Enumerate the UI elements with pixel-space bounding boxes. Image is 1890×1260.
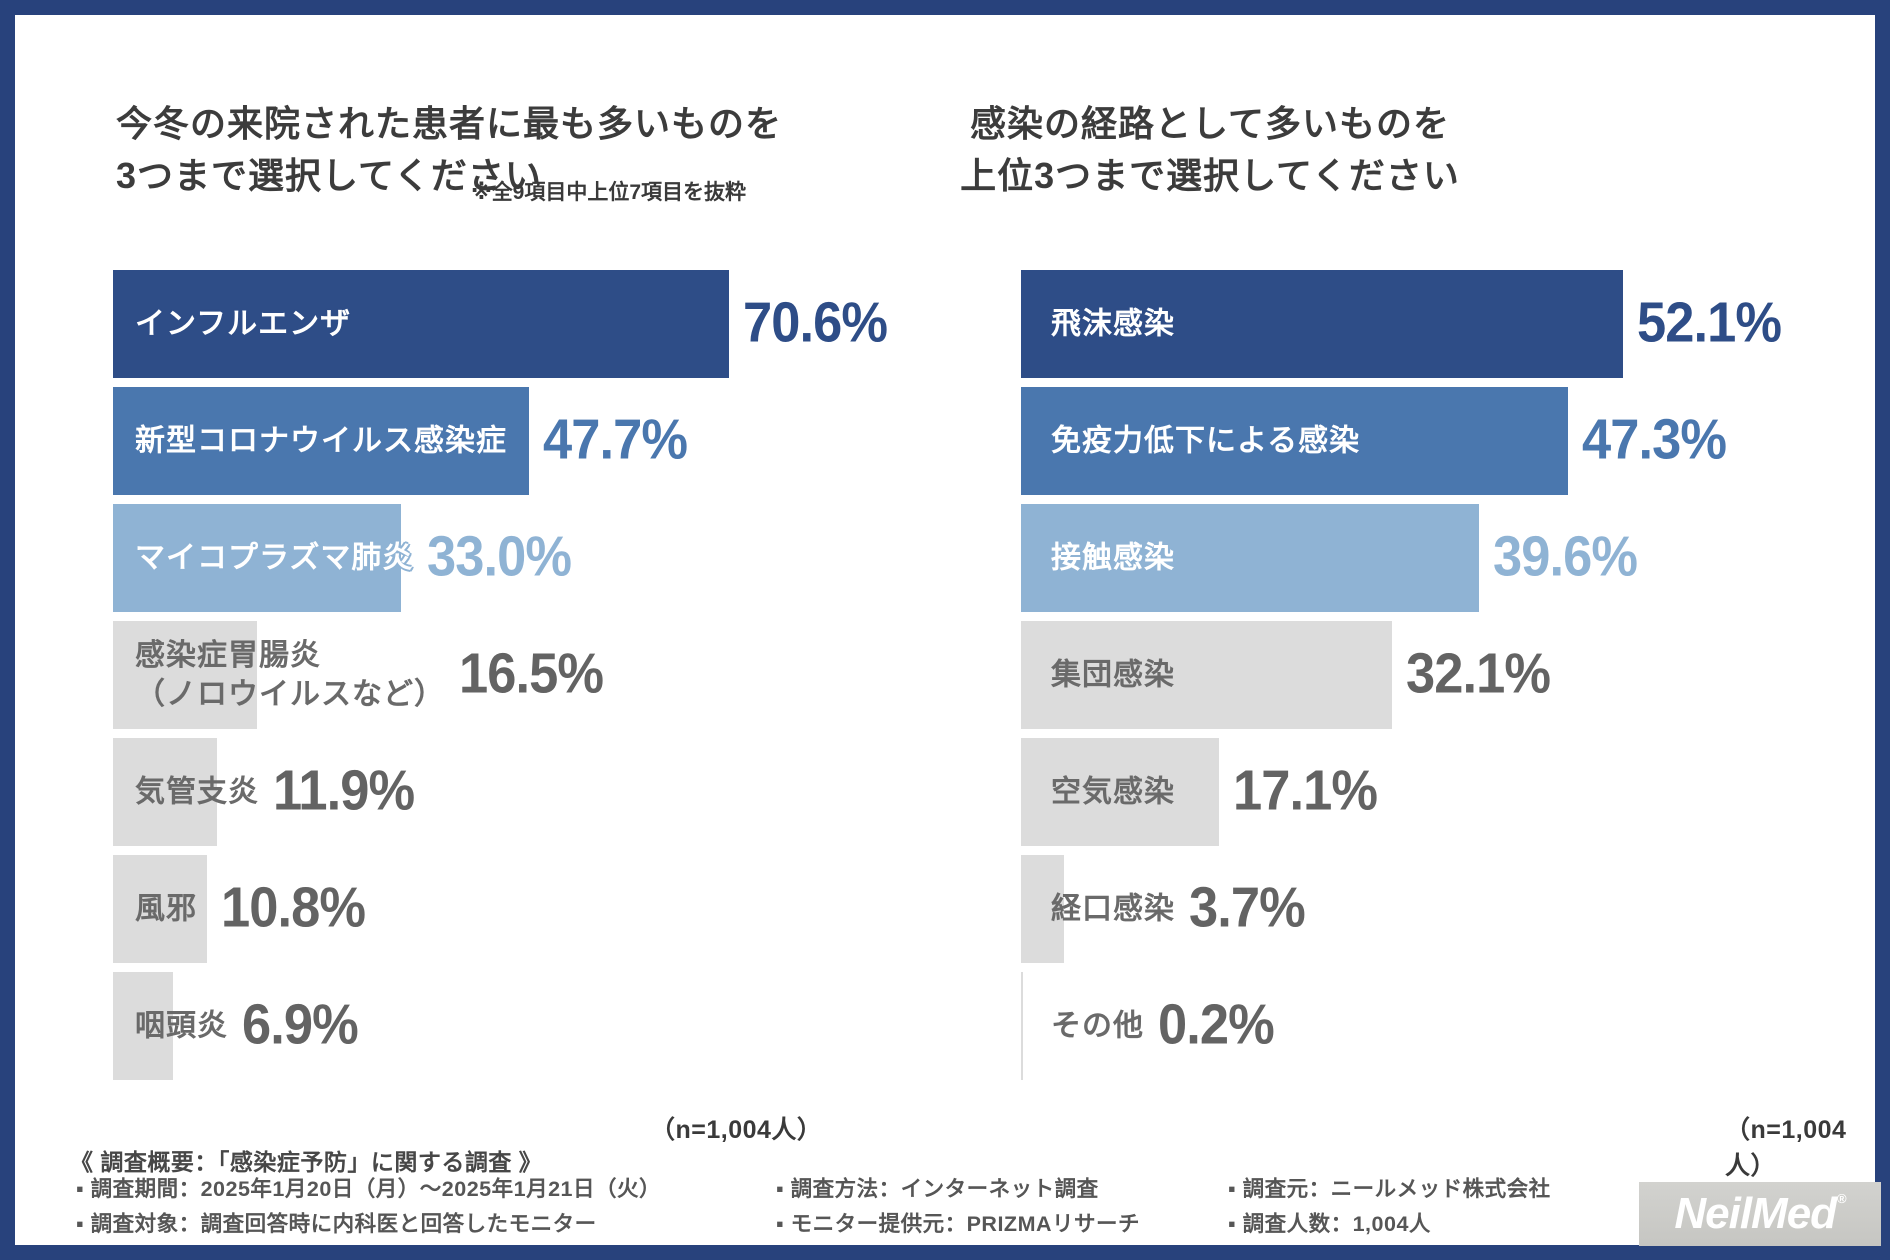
- bar-label: 飛沫感染: [1051, 307, 1175, 341]
- bar-row: 咽頭炎 6.9%: [113, 972, 913, 1080]
- bar-value: 39.6%: [1493, 524, 1638, 589]
- bar-fill: [1021, 504, 1479, 612]
- survey-overview-heading: 《 調査概要：「感染症予防」に関する調査 》: [70, 1149, 543, 1175]
- bar-fill: [113, 738, 217, 846]
- bar-fill: [1021, 738, 1219, 846]
- bar-fill: [113, 504, 401, 612]
- bar-value: 52.1%: [1637, 290, 1782, 355]
- bar-value: 6.9%: [242, 992, 359, 1057]
- bar-value: 32.1%: [1406, 641, 1551, 706]
- bar-value: 47.3%: [1582, 407, 1727, 472]
- bar-label: 咽頭炎: [135, 1009, 228, 1043]
- bar-label: 気管支炎: [135, 775, 259, 809]
- chart-left-note: ※全9項目中上位7項目を抜粋: [471, 181, 746, 204]
- bar-row: その他 0.2%: [1021, 972, 1821, 1080]
- chart-left-title: 今冬の来院された患者に最も多いものを 3つまで選択してください: [116, 98, 782, 202]
- bar-row: 風邪 10.8%: [113, 855, 913, 963]
- chart-right-n-label: （n=1,004人）: [1725, 1116, 1847, 1180]
- chart-right-title-line1: 感染の経路として多いものを: [970, 102, 1450, 144]
- registered-trademark-icon: ®: [1837, 1190, 1847, 1206]
- bar-row: 感染症胃腸炎 （ノロウイルスなど） 16.5%: [113, 621, 913, 729]
- chart-rows-1: 飛沫感染 52.1% 免疫力低下による感染 47.3% 接触感染 39.6% 集団感染 32.…: [1021, 270, 1821, 1090]
- bar-fill: [1021, 270, 1623, 378]
- bar-label: 接触感染: [1051, 541, 1175, 575]
- bar-row: インフルエンザ 70.6%: [113, 270, 913, 378]
- bar-value: 10.8%: [221, 875, 366, 940]
- bar-label: 風邪: [135, 892, 197, 926]
- bar-value: 16.5%: [459, 641, 604, 706]
- bar-fill: [113, 387, 529, 495]
- bar-value: 3.7%: [1189, 875, 1306, 940]
- survey-detail-item: ▪ 調査元：ニールメッド株式会社: [1228, 1177, 1551, 1201]
- neilmed-logo: NeilMed ®: [1639, 1182, 1881, 1246]
- bar-label: インフルエンザ: [135, 307, 352, 341]
- bar-fill: [1021, 621, 1392, 729]
- chart-right-title: 感染の経路として多いものを 上位3つまで選択してください: [930, 98, 1490, 202]
- survey-detail-item: ▪ モニター提供元：PRIZMAリサーチ: [776, 1212, 1141, 1236]
- chart-left-title-line2: 3つまで選択してください: [116, 155, 542, 197]
- survey-col-2: ▪ 調査方法：インターネット調査 ▪ モニター提供元：PRIZMAリサーチ: [776, 1172, 1140, 1242]
- survey-detail-item: ▪ 調査対象：調査回答時に内科医と回答したモニター: [76, 1212, 597, 1236]
- bar-fill: [113, 621, 257, 729]
- bar-row: マイコプラズマ肺炎 33.0%: [113, 504, 913, 612]
- bar-row: 空気感染 17.1%: [1021, 738, 1821, 846]
- neilmed-wordmark: NeilMed: [1674, 1189, 1837, 1238]
- bar-row: 接触感染 39.6%: [1021, 504, 1821, 612]
- chart-left-title-line1: 今冬の来院された患者に最も多いものを: [116, 102, 783, 144]
- bar-fill: [1021, 387, 1568, 495]
- bar-label: マイコプラズマ肺炎: [135, 541, 414, 575]
- bar-label: 感染症胃腸炎 （ノロウイルスなど）: [135, 639, 445, 711]
- chart-rows-0: インフルエンザ 70.6% 新型コロナウイルス感染症 47.7% マイコプラズマ肺炎 33…: [113, 270, 913, 1090]
- bar-label: 新型コロナウイルス感染症: [135, 424, 507, 458]
- survey-detail-item: ▪ 調査人数：1,004人: [1228, 1212, 1431, 1236]
- bar-label: 免疫力低下による感染: [1051, 424, 1361, 458]
- bar-value: 33.0%: [427, 524, 572, 589]
- bar-fill: [1021, 855, 1064, 963]
- bar-value: 11.9%: [273, 758, 415, 823]
- bar-row: 飛沫感染 52.1%: [1021, 270, 1821, 378]
- bar-label: 集団感染: [1051, 658, 1175, 692]
- bar-value: 17.1%: [1233, 758, 1378, 823]
- survey-detail-item: ▪ 調査方法：インターネット調査: [776, 1177, 1099, 1201]
- bar-fill: [113, 270, 729, 378]
- bar-fill: [113, 855, 207, 963]
- bar-row: 集団感染 32.1%: [1021, 621, 1821, 729]
- survey-col-3: ▪ 調査元：ニールメッド株式会社 ▪ 調査人数：1,004人: [1228, 1172, 1551, 1242]
- bar-row: 新型コロナウイルス感染症 47.7%: [113, 387, 913, 495]
- chart-left-n-label: （n=1,004人）: [650, 1116, 823, 1144]
- survey-col-1: ▪ 調査期間：2025年1月20日（月）～2025年1月21日（火） ▪ 調査対象…: [76, 1172, 661, 1242]
- bar-fill: [113, 972, 173, 1080]
- infographic-canvas: 今冬の来院された患者に最も多いものを 3つまで選択してください ※全9項目中上位7…: [30, 30, 1881, 1246]
- bar-value: 47.7%: [543, 407, 688, 472]
- bar-value: 0.2%: [1158, 992, 1275, 1057]
- bar-row: 経口感染 3.7%: [1021, 855, 1821, 963]
- survey-detail-item: ▪ 調査期間：2025年1月20日（月）～2025年1月21日（火）: [76, 1177, 661, 1201]
- bar-row: 気管支炎 11.9%: [113, 738, 913, 846]
- chart-right-title-line2: 上位3つまで選択してください: [960, 155, 1460, 197]
- bar-fill: [1021, 972, 1023, 1080]
- bar-row: 免疫力低下による感染 47.3%: [1021, 387, 1821, 495]
- bar-value: 70.6%: [743, 290, 888, 355]
- bar-label: 経口感染: [1051, 892, 1175, 926]
- bar-label: 空気感染: [1051, 775, 1175, 809]
- bar-label: その他: [1051, 1009, 1144, 1043]
